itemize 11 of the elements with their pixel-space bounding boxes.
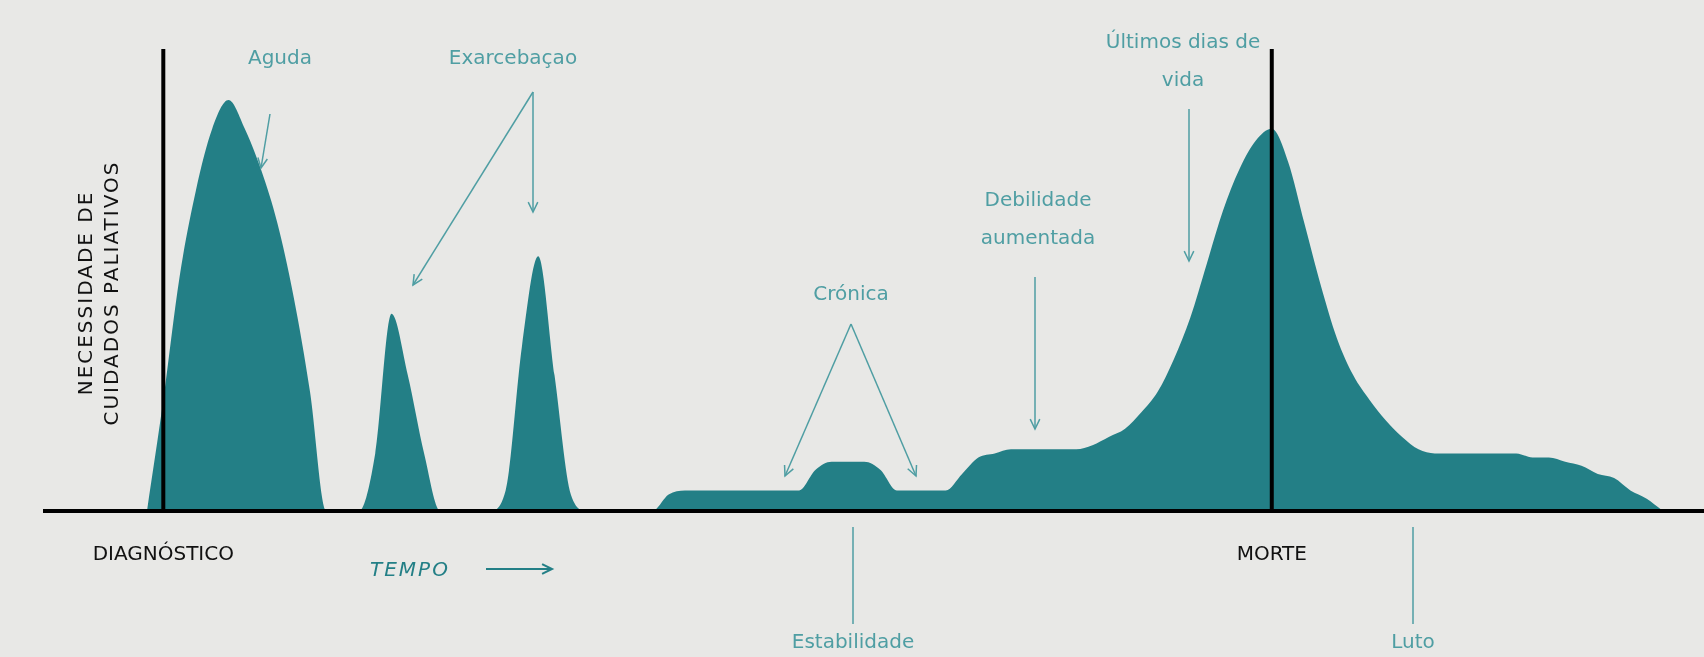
annotation: Crónica xyxy=(812,280,890,307)
text: TEMPO xyxy=(370,556,450,583)
text: Estabilidade xyxy=(790,628,916,655)
y-axis-title: NECESSIDADE DE CUIDADOS PALIATIVOS xyxy=(72,159,124,428)
text: Últimos dias de vida xyxy=(1104,28,1262,93)
text: Exarcebaçao xyxy=(447,44,579,71)
x-tick-label: DIAGNÓSTICO xyxy=(92,541,234,566)
annotation: Debilidade aumentada xyxy=(979,186,1097,251)
x-tick-label: MORTE xyxy=(1236,541,1307,566)
text: Aguda xyxy=(247,44,313,71)
text: Luto xyxy=(1390,628,1436,655)
